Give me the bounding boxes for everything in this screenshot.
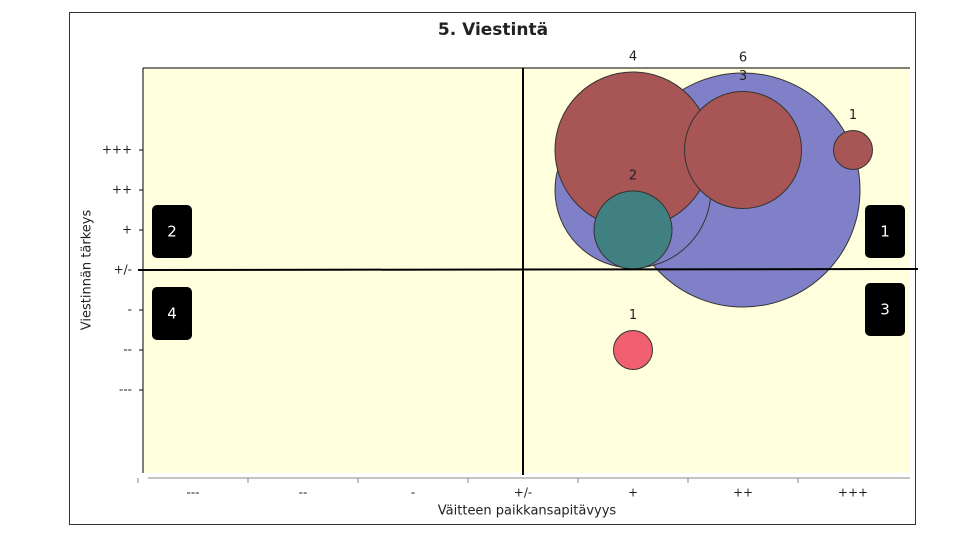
bubble-label: 1 bbox=[629, 308, 637, 323]
quadrant-box bbox=[152, 205, 192, 258]
y-tick-label: +/- bbox=[114, 263, 132, 277]
quadrant-label: 4 bbox=[167, 305, 177, 323]
x-tick-label: --- bbox=[187, 486, 200, 500]
y-tick-label: - bbox=[128, 303, 132, 317]
bubble-label: 6 bbox=[739, 51, 747, 66]
x-tick-label: +/- bbox=[514, 486, 532, 500]
quadrant-label: 3 bbox=[880, 301, 890, 319]
bubble bbox=[833, 130, 873, 170]
quadrant-box bbox=[152, 287, 192, 340]
bubble-label: 4 bbox=[629, 50, 637, 65]
x-tick-label: +++ bbox=[838, 486, 868, 500]
x-tick-label: + bbox=[628, 486, 638, 500]
x-tick-label: ++ bbox=[733, 486, 753, 500]
bubble-label: 1 bbox=[849, 108, 857, 123]
y-tick-label: + bbox=[122, 223, 132, 237]
y-tick-label: --- bbox=[119, 383, 132, 397]
y-tick-label: -- bbox=[123, 343, 132, 357]
x-tick-label: -- bbox=[299, 486, 308, 500]
bubble bbox=[613, 330, 653, 370]
x-axis-label: Väitteen paikkansapitävyys bbox=[438, 504, 617, 519]
y-axis-label: Viestinnän tärkeys bbox=[80, 210, 95, 331]
quadrant-box bbox=[865, 283, 905, 336]
quadrant-box bbox=[865, 205, 905, 258]
zero-line-h bbox=[137, 268, 919, 271]
bubble-label: 3 bbox=[739, 69, 747, 84]
bubble bbox=[684, 91, 802, 209]
quadrant-label: 1 bbox=[880, 223, 890, 241]
y-tick-label: ++ bbox=[112, 183, 132, 197]
y-tick-label: +++ bbox=[102, 143, 132, 157]
quadrant-label: 2 bbox=[167, 223, 177, 241]
chart-title: 5. Viestintä bbox=[438, 20, 548, 40]
bubble bbox=[593, 190, 673, 270]
bubble-label: 2 bbox=[629, 169, 637, 184]
x-tick-label: - bbox=[411, 486, 415, 500]
